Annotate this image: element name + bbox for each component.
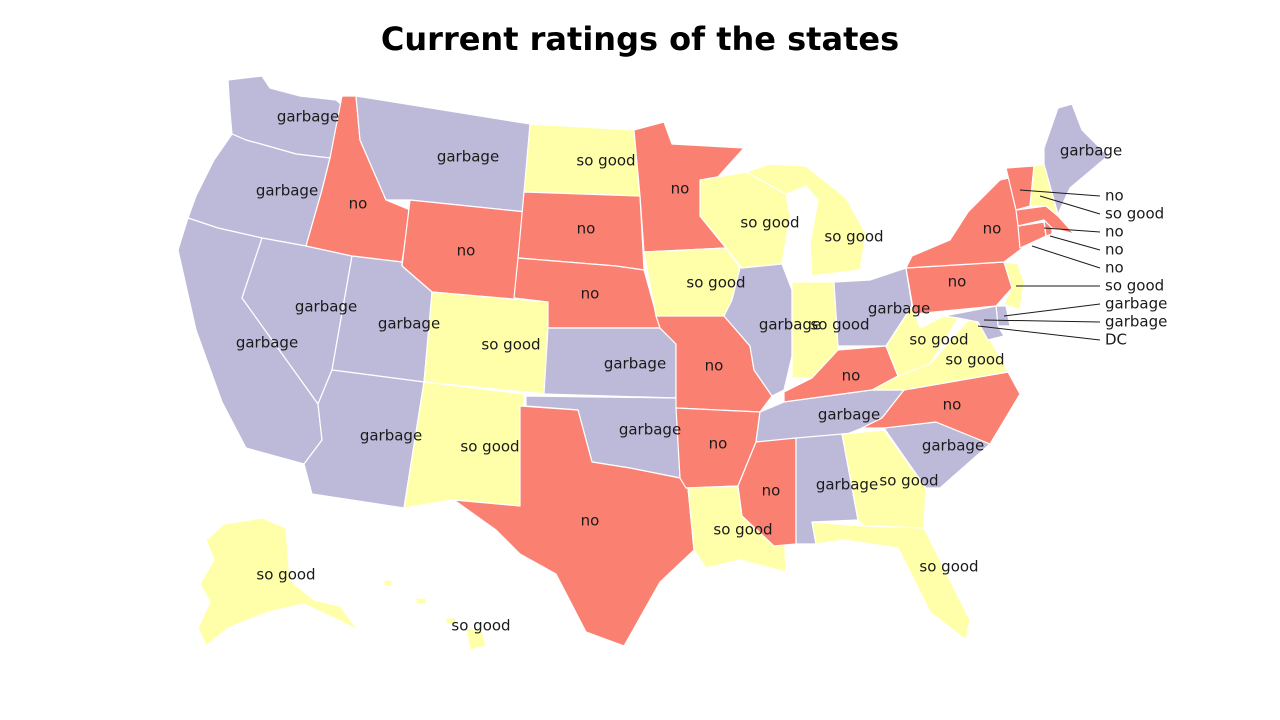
label-wi: so good [740, 214, 799, 232]
label-mn: no [671, 180, 690, 198]
label-de: garbage [1105, 295, 1167, 313]
label-fl: so good [919, 558, 978, 576]
state-hi-kauai[interactable] [383, 579, 393, 587]
state-ct[interactable] [1017, 221, 1047, 249]
label-nj: so good [1105, 277, 1164, 295]
leader-ct [1031, 245, 1101, 269]
label-wy: no [457, 242, 476, 260]
label-sc: garbage [922, 437, 984, 455]
map-title: Current ratings of the states [380, 20, 900, 58]
label-ny: no [983, 220, 1002, 238]
label-il: garbage [759, 316, 821, 334]
label-ar: no [709, 435, 728, 453]
label-nd: so good [576, 152, 635, 170]
label-ms: no [762, 482, 781, 500]
state-tx[interactable] [453, 405, 695, 647]
label-vt: no [1105, 187, 1124, 205]
label-wv: so good [909, 331, 968, 349]
label-ia: so good [686, 274, 745, 292]
label-ok: garbage [619, 421, 681, 439]
label-al: garbage [816, 476, 878, 494]
leader-dc [977, 325, 1101, 341]
label-ca: garbage [236, 334, 298, 352]
state-nc[interactable] [861, 371, 1021, 445]
state-me[interactable] [1043, 103, 1109, 215]
states-layer [177, 75, 1109, 651]
state-hi-oahu[interactable] [415, 597, 427, 605]
label-sd: no [577, 220, 596, 238]
label-ct: no [1105, 259, 1124, 277]
label-nc: no [943, 396, 962, 414]
label-pa: no [948, 273, 967, 291]
state-ak[interactable] [197, 517, 359, 647]
label-tx: no [581, 512, 600, 530]
leader-ma [1043, 227, 1101, 233]
label-ri: no [1105, 241, 1124, 259]
label-hi: so good [451, 617, 510, 635]
label-dc: DC [1105, 331, 1127, 349]
label-ga: so good [879, 472, 938, 490]
label-az: garbage [360, 427, 422, 445]
label-co: so good [481, 336, 540, 354]
state-mi[interactable] [745, 163, 867, 277]
leader-nh [1039, 195, 1101, 215]
label-ky: no [842, 367, 861, 385]
label-nm: so good [460, 438, 519, 456]
label-me: garbage [1060, 142, 1122, 160]
label-va: so good [945, 351, 1004, 369]
state-il[interactable] [723, 263, 793, 397]
label-ak: so good [256, 566, 315, 584]
state-hi-maui[interactable] [445, 617, 457, 625]
label-ma: no [1105, 223, 1124, 241]
label-mo: no [705, 357, 724, 375]
state-nj[interactable] [1003, 261, 1025, 311]
label-wa: garbage [277, 108, 339, 126]
label-ne: no [581, 285, 600, 303]
state-labels-layer: garbage garbage garbage garbage no garba… [236, 108, 1122, 635]
state-nh[interactable] [1029, 163, 1059, 217]
label-nh: so good [1105, 205, 1164, 223]
leader-de [1003, 303, 1101, 317]
label-ks: garbage [604, 355, 666, 373]
label-md: garbage [1105, 313, 1167, 331]
state-hi-main[interactable] [465, 627, 487, 651]
label-tn: garbage [818, 406, 880, 424]
label-mi: so good [824, 228, 883, 246]
leader-vt [1019, 189, 1101, 197]
label-la: so good [713, 521, 772, 539]
label-ut: garbage [378, 315, 440, 333]
label-mt: garbage [437, 148, 499, 166]
state-ny[interactable] [905, 175, 1029, 269]
leader-ri [1049, 235, 1101, 251]
label-oh: garbage [868, 300, 930, 318]
label-id: no [349, 195, 368, 213]
leader-md [983, 319, 1101, 323]
state-md[interactable] [943, 305, 1005, 341]
state-fl[interactable] [811, 521, 971, 641]
label-nv: garbage [295, 298, 357, 316]
label-in: so good [810, 316, 869, 334]
northeast-callouts: no so good no no no so good garbage garb… [977, 187, 1167, 349]
label-or: garbage [256, 182, 318, 200]
